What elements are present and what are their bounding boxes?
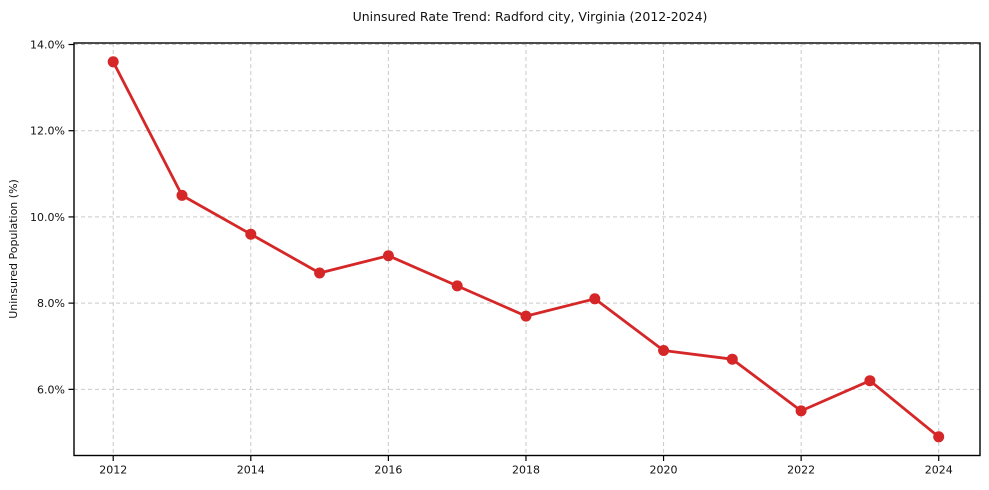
- x-tick-label: 2018: [512, 464, 540, 477]
- data-point-2014: [245, 228, 257, 240]
- data-point-2023: [864, 375, 876, 387]
- data-point-2012: [107, 56, 119, 68]
- plot-area: 6.0% 8.0% 10.0% 12.0% 14.0% 2012 2014 2016 2018 2…: [30, 39, 981, 477]
- x-tick-label: 2016: [374, 464, 402, 477]
- data-point-2019: [589, 293, 601, 305]
- y-tick-label: 10.0%: [30, 211, 65, 224]
- y-tick-label: 14.0%: [30, 39, 65, 52]
- x-tick-label: 2014: [237, 464, 265, 477]
- data-point-2024: [933, 431, 945, 443]
- chart-title: Uninsured Rate Trend: Radford city, Virg…: [353, 9, 708, 24]
- plot-border: [73, 42, 981, 457]
- x-tick-label: 2012: [99, 464, 127, 477]
- data-point-2022: [795, 405, 807, 417]
- data-point-2021: [726, 353, 738, 365]
- y-tick-label: 6.0%: [37, 383, 65, 396]
- data-point-2013: [176, 189, 188, 201]
- data-point-2018: [520, 310, 532, 322]
- y-axis-label: Uninsured Population (%): [7, 179, 20, 319]
- x-tick-label: 2020: [650, 464, 678, 477]
- x-tick-label: 2024: [925, 464, 953, 477]
- data-point-2017: [451, 280, 463, 292]
- data-point-2016: [382, 250, 394, 262]
- y-tick-label: 12.0%: [30, 125, 65, 138]
- data-point-2015: [314, 267, 326, 279]
- x-tick-label: 2022: [787, 464, 815, 477]
- y-tick-label: 8.0%: [37, 297, 65, 310]
- data-point-2020: [658, 345, 670, 356]
